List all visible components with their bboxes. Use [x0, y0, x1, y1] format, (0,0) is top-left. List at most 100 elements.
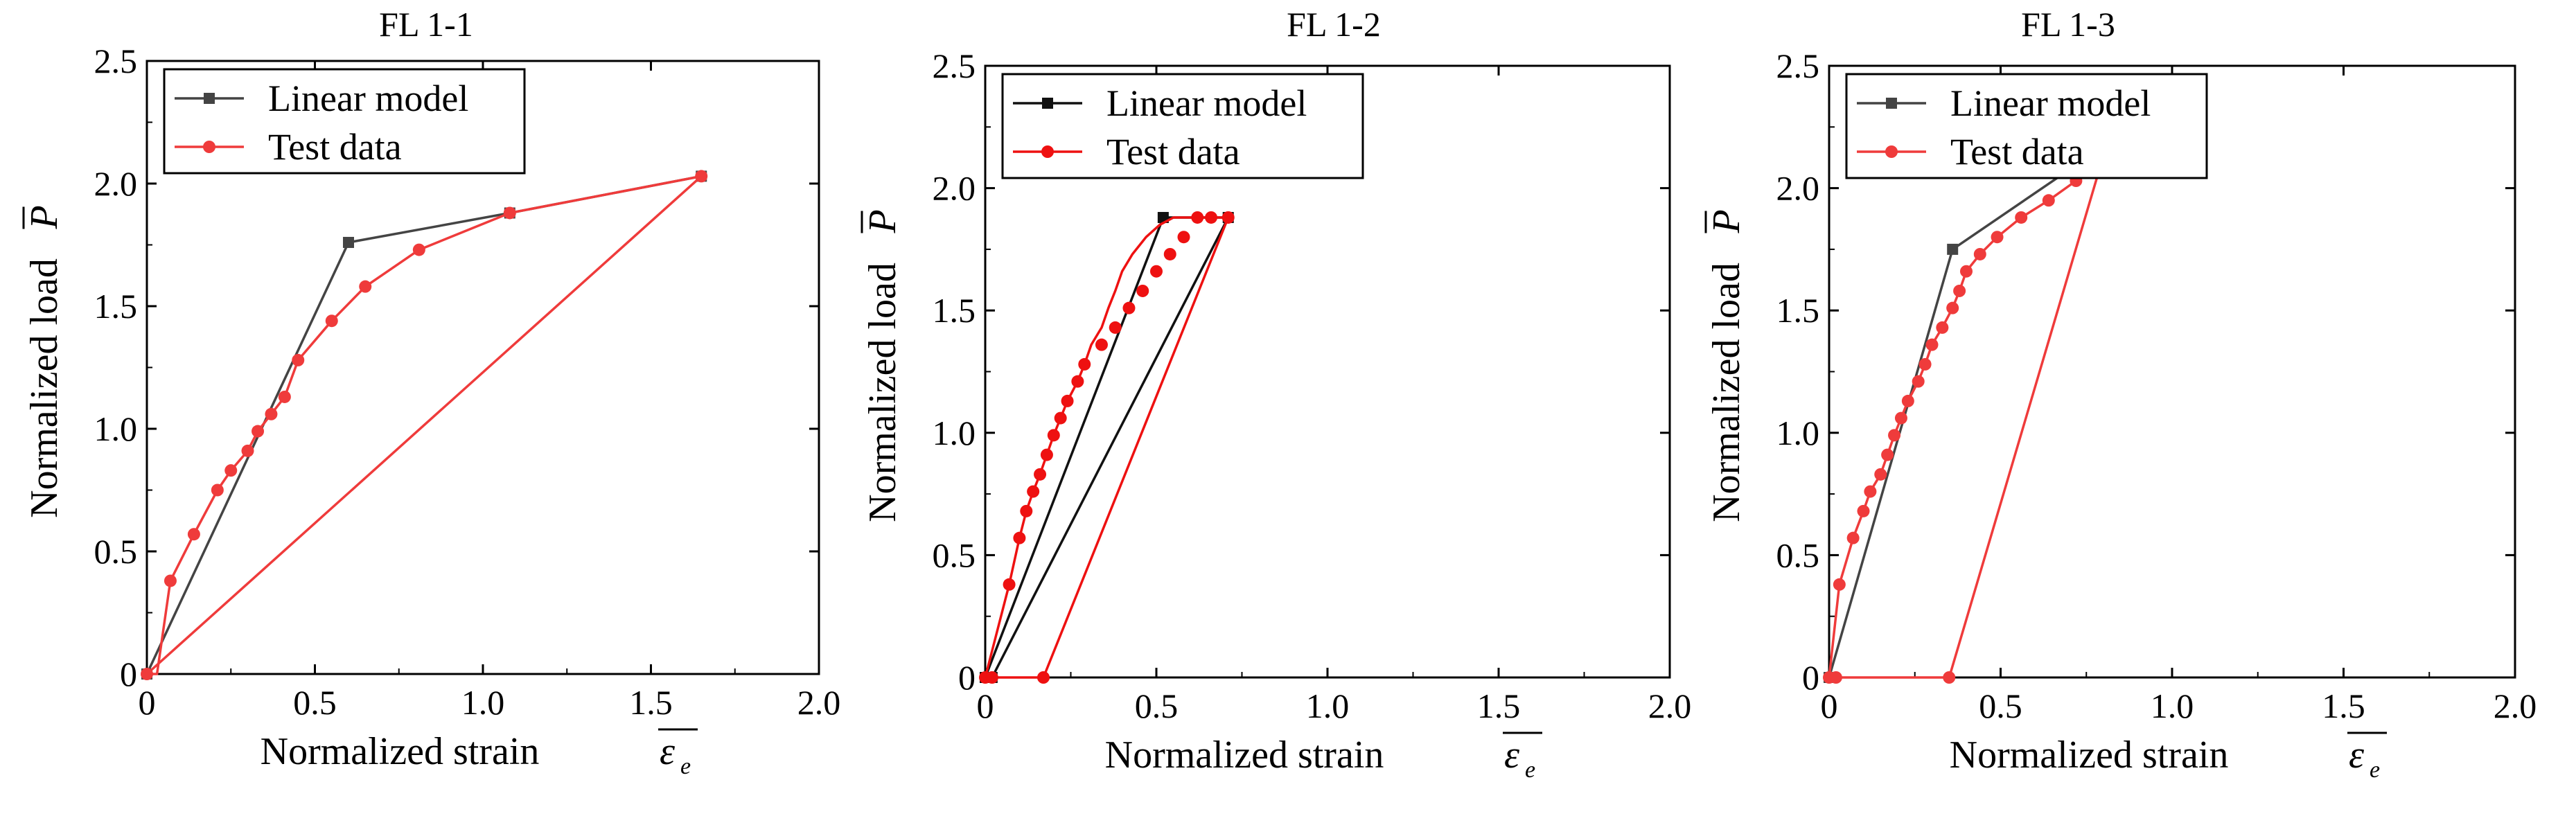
x-axis-label: Normalized strain: [1950, 734, 2229, 777]
x-tick-label: 0: [977, 686, 994, 725]
data-point: [1991, 231, 2004, 244]
x-axis-subscript: e: [1525, 757, 1535, 783]
x-tick-label: 2.0: [797, 683, 841, 722]
data-point: [1071, 375, 1084, 388]
data-point: [1960, 265, 1973, 278]
x-tick-label: 1.5: [1477, 686, 1521, 725]
y-tick-label: 0.5: [1776, 535, 1820, 574]
chart-title: FL 1-3: [2021, 5, 2115, 44]
data-point: [2042, 194, 2055, 207]
y-axis-label: Normalized load: [1705, 263, 1748, 522]
data-point: [1846, 531, 1860, 544]
legend-marker: [1885, 145, 1898, 158]
data-point: [1109, 321, 1122, 334]
data-point: [1136, 284, 1149, 297]
x-tick-label: 0.5: [293, 683, 337, 722]
y-tick-label: 2.5: [933, 46, 976, 85]
x-tick-label: 0.5: [1979, 686, 2022, 725]
data-point: [1047, 429, 1060, 442]
x-tick-label: 2.0: [2494, 686, 2537, 725]
data-point: [503, 206, 516, 220]
data-point: [1925, 338, 1939, 351]
data-point: [1013, 531, 1026, 544]
data-point: [252, 425, 265, 438]
data-point: [1034, 468, 1047, 481]
data-point: [359, 280, 372, 293]
data-point: [1054, 411, 1067, 425]
data-point: [1150, 265, 1163, 278]
x-axis-subscript: e: [680, 754, 691, 779]
data-point: [1205, 211, 1218, 224]
y-tick-label: 1.0: [1776, 414, 1820, 452]
data-point: [325, 314, 338, 328]
y-tick-label: 0.5: [933, 535, 976, 574]
data-point: [1953, 284, 1966, 297]
y-axis-symbol: P: [23, 205, 66, 229]
data-point: [1061, 394, 1074, 407]
y-tick-label: 1.5: [1776, 291, 1820, 330]
data-point: [1191, 211, 1204, 224]
data-point: [241, 444, 254, 457]
x-axis-subscript: e: [2370, 757, 2380, 783]
legend-marker: [1041, 145, 1054, 158]
y-tick-label: 0: [1802, 658, 1819, 697]
x-tick-label: 0: [139, 683, 156, 722]
data-point: [1040, 448, 1053, 461]
y-axis-label-group: Normalized load P: [1704, 209, 1748, 522]
y-tick-label: 1.0: [94, 409, 138, 448]
series-1: [980, 211, 1234, 683]
x-tick-label: 1.5: [629, 683, 673, 722]
data-point: [187, 528, 200, 541]
y-tick-label: 1.0: [933, 414, 976, 452]
data-point: [1020, 504, 1033, 517]
y-tick-label: 2.0: [1776, 169, 1820, 208]
legend-box: [1845, 73, 2208, 179]
y-axis-label-group: Normalized load P: [22, 205, 66, 518]
data-point: [1888, 429, 1901, 442]
x-tick-label: 0: [1821, 686, 1838, 725]
y-tick-label: 2.5: [1776, 46, 1820, 85]
data-point: [1163, 247, 1176, 260]
data-point: [412, 243, 425, 256]
y-tick-label: 0: [958, 658, 976, 697]
data-point: [1947, 243, 1959, 255]
data-point: [1881, 448, 1894, 461]
legend-label: Test data: [1950, 131, 2084, 172]
chart-title: FL 1-1: [379, 5, 473, 44]
legend-label: Linear model: [1950, 82, 2151, 124]
x-axis-symbol: ε: [660, 730, 676, 773]
legend-box: [1001, 73, 1364, 179]
data-point: [141, 668, 153, 680]
data-point: [1943, 671, 1956, 684]
x-tick-label: 1.0: [461, 683, 505, 722]
y-axis-symbol: P: [861, 209, 904, 233]
y-tick-label: 1.5: [933, 291, 976, 330]
data-point: [1829, 671, 1842, 684]
legend: Linear model Test data: [1001, 73, 1364, 179]
x-tick-label: 0.5: [1135, 686, 1179, 725]
data-point: [1003, 578, 1016, 591]
y-tick-label: 0.5: [94, 532, 138, 571]
data-point: [292, 353, 305, 366]
data-point: [1221, 211, 1235, 224]
data-point: [1857, 504, 1870, 517]
legend: Linear model Test data: [163, 68, 526, 175]
x-axis-label: Normalized strain: [1105, 734, 1384, 777]
data-point: [224, 464, 238, 477]
y-tick-label: 2.0: [94, 164, 138, 203]
chart-panel-3: FL 1-3 0 0.5 1.0 1.5 2.0 2.5 0 0.5 1.0 1.5 2.0 Linea…: [1704, 5, 2537, 783]
chart-panel-1: FL 1-1 0 0.5 1.0 1.5 2.0 2.5 0 0.5 1.0 1.5 2.0 Linea…: [22, 5, 841, 779]
series-line: [1828, 143, 2108, 679]
y-tick-label: 1.5: [94, 287, 138, 326]
series-1: [1824, 139, 2112, 683]
x-tick-label: 1.5: [2322, 686, 2365, 725]
x-tick-label: 2.0: [1648, 686, 1692, 725]
legend-marker: [204, 93, 215, 104]
legend-label: Test data: [1106, 131, 1240, 172]
legend-label: Test data: [268, 126, 402, 168]
data-point: [1946, 301, 1959, 314]
data-point: [1122, 301, 1136, 314]
series-line: [984, 216, 1230, 678]
data-point: [1177, 231, 1190, 244]
